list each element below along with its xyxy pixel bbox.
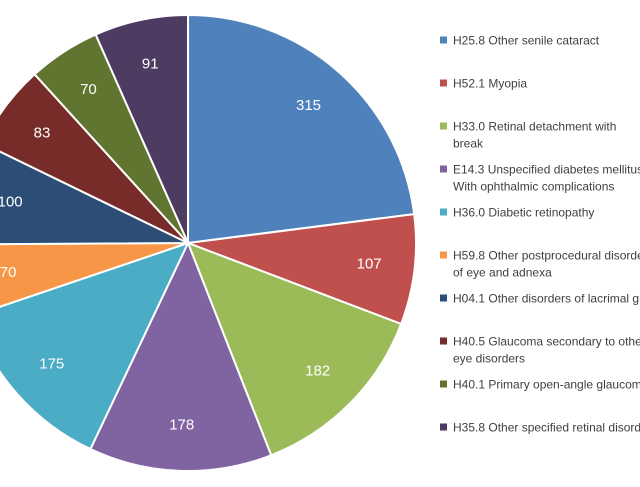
data-label: 178 bbox=[169, 416, 194, 433]
legend-marker bbox=[440, 337, 447, 345]
data-label: 91 bbox=[142, 56, 159, 73]
legend-marker bbox=[440, 423, 447, 431]
legend-label: H36.0 Diabetic retinopathy bbox=[453, 206, 594, 220]
legend-marker bbox=[440, 380, 447, 388]
data-label: 83 bbox=[34, 125, 51, 142]
legend-label: H59.8 Other postprocedural disorders of e… bbox=[453, 249, 640, 280]
legend-marker bbox=[440, 208, 447, 216]
legend-marker bbox=[440, 122, 447, 130]
legend-marker bbox=[440, 251, 447, 259]
pie-slice bbox=[186, 241, 403, 457]
data-label: 107 bbox=[357, 255, 382, 272]
legend-label: H35.8 Other specified retinal disorders bbox=[453, 421, 640, 435]
data-label: 70 bbox=[80, 81, 97, 98]
data-label: 315 bbox=[296, 97, 321, 114]
legend-label: H25.8 Other senile cataract bbox=[453, 34, 600, 48]
legend-marker bbox=[440, 79, 447, 87]
data-label: 182 bbox=[305, 362, 330, 379]
legend-marker bbox=[440, 294, 447, 302]
pie-slice bbox=[89, 240, 273, 472]
pie-slice bbox=[0, 241, 190, 451]
pie-slice bbox=[187, 13, 416, 245]
legend-label: H04.1 Other disorders of lacrimal gland bbox=[453, 292, 640, 306]
legend-marker bbox=[440, 36, 447, 44]
data-label: 100 bbox=[0, 194, 23, 211]
legend-label: H33.0 Retinal detachment with break bbox=[453, 120, 616, 151]
data-label: 70 bbox=[0, 264, 16, 281]
pie-slice bbox=[94, 13, 189, 244]
legend-marker bbox=[440, 165, 447, 173]
data-label: 175 bbox=[39, 355, 64, 372]
legend-label: E14.3 Unspecified diabetes mellitus With … bbox=[453, 163, 640, 194]
legend-label: H52.1 Myopia bbox=[453, 77, 527, 91]
pie-slice bbox=[0, 242, 189, 308]
legend-label: H40.5 Glaucoma secondary to other eye dis… bbox=[453, 335, 640, 366]
legend-label: H40.1 Primary open-angle glaucoma bbox=[453, 378, 640, 392]
pie-slice bbox=[187, 212, 417, 326]
